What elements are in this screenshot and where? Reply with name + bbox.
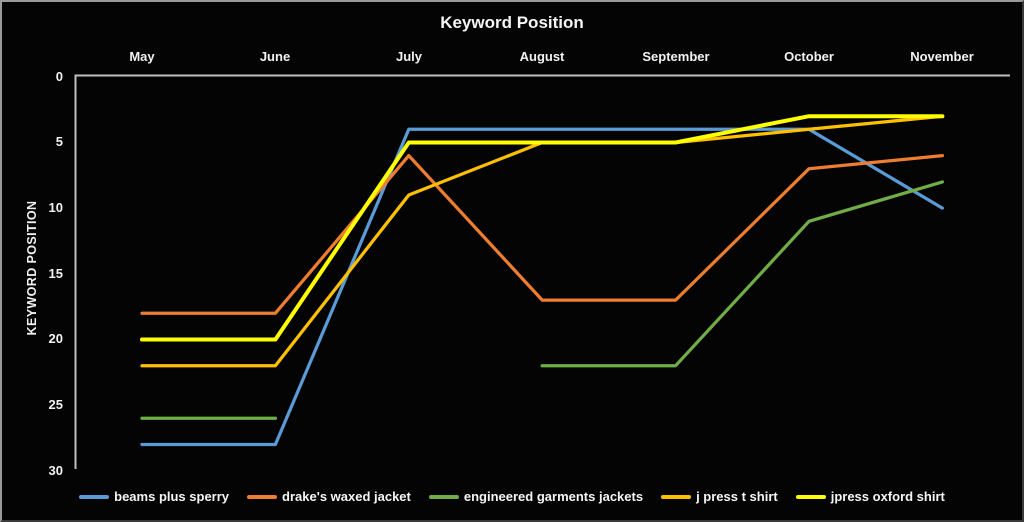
y-tick-15: 15: [48, 266, 63, 281]
series-lines: [140, 114, 945, 447]
x-axis-label-september: September: [642, 49, 710, 64]
series-line-j-press-t-shirt: [140, 114, 945, 368]
legend-swatch-drakes-waxed-jacket: [247, 494, 278, 499]
x-axis-label-july: July: [395, 49, 422, 64]
series-line-beams-plus-sperry: [140, 127, 945, 447]
y-tick-5: 5: [55, 134, 63, 149]
x-axis-label-november: November: [910, 49, 974, 64]
y-tick-25: 25: [48, 397, 63, 412]
legend-item-beams-plus-sperry: beams plus sperry: [79, 489, 229, 504]
legend-item-jpress-oxford-shirt: jpress oxford shirt: [795, 489, 945, 504]
legend-label: jpress oxford shirt: [830, 489, 945, 504]
legend-swatch-engineered-garments-jackets: [428, 494, 459, 499]
legend: beams plus sperry drake's waxed jacket e…: [2, 489, 1022, 504]
legend-swatch-j-press-t-shirt: [661, 494, 692, 499]
x-axis-label-may: May: [129, 49, 155, 64]
legend-label: engineered garments jackets: [463, 489, 644, 504]
legend-swatch-beams-plus-sperry: [79, 494, 110, 499]
series-line-drake-s-waxed-jacket: [140, 153, 945, 315]
y-tick-0: 0: [55, 69, 63, 84]
x-axis-label-june: June: [259, 49, 291, 64]
y-tick-20: 20: [48, 331, 63, 346]
x-axis-label-august: August: [519, 49, 565, 64]
legend-item-drakes-waxed-jacket: drake's waxed jacket: [247, 489, 411, 504]
legend-swatch-jpress-oxford-shirt: [795, 494, 826, 499]
series-line-engineered-garments-jackets: [540, 180, 945, 368]
series-line-jpress-oxford-shirt: [140, 114, 945, 342]
legend-label: drake's waxed jacket: [282, 489, 411, 504]
x-axis-label-october: October: [784, 49, 834, 64]
legend-item-j-press-t-shirt: j press t shirt: [661, 489, 778, 504]
legend-label: beams plus sperry: [114, 489, 230, 504]
y-tick-10: 10: [48, 200, 63, 215]
legend-item-engineered-garments-jackets: engineered garments jackets: [428, 489, 644, 504]
chart-title: Keyword Position: [440, 13, 584, 32]
y-tick-30: 30: [48, 463, 63, 478]
legend-label: j press t shirt: [696, 489, 778, 504]
